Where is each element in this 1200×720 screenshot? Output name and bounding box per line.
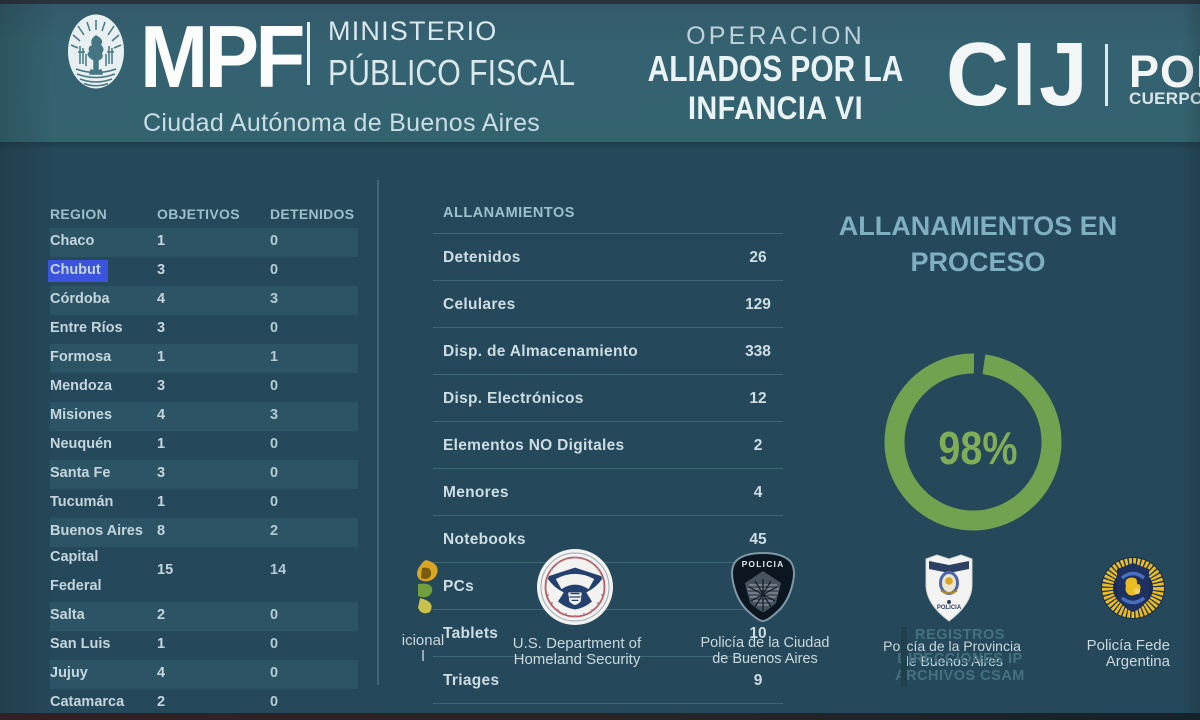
svg-text:POLICIA: POLICIA	[742, 559, 785, 569]
svg-text:POLICIA: POLICIA	[937, 605, 962, 611]
